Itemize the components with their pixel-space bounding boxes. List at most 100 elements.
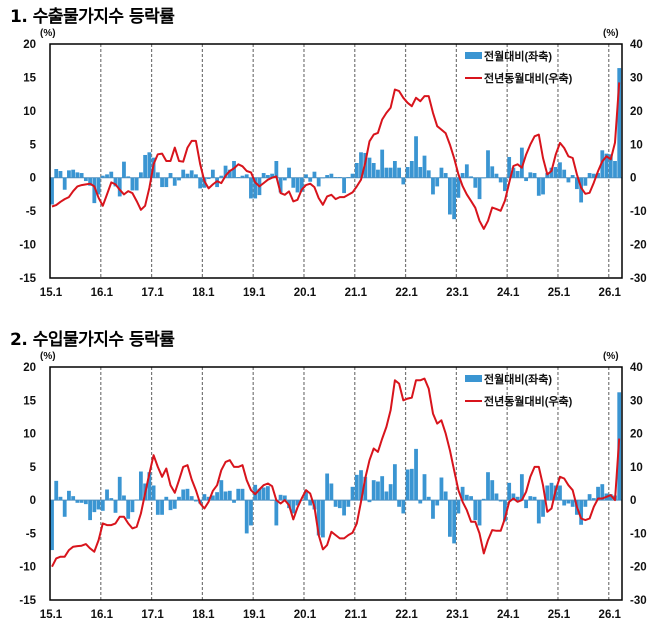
chart-2-bar bbox=[600, 484, 605, 501]
chart-2-bar bbox=[194, 500, 198, 502]
chart-2-bar bbox=[346, 500, 351, 507]
chart-1-bar bbox=[130, 177, 135, 191]
chart-1-bar bbox=[566, 177, 571, 183]
chart-1-bar bbox=[308, 177, 313, 182]
chart-2-bar bbox=[71, 496, 76, 501]
chart-1-bar bbox=[261, 173, 266, 178]
chart-1-bar bbox=[549, 167, 554, 178]
chart-1-bar bbox=[92, 177, 97, 204]
chart-2-bar bbox=[371, 480, 376, 501]
chart-1-x-tick-label: 23.1 bbox=[446, 287, 469, 299]
chart-2-bar bbox=[418, 500, 423, 504]
chart-2-bar bbox=[130, 500, 135, 513]
chart-1-x-tick-label: 18.1 bbox=[192, 287, 215, 299]
chart-2-bar bbox=[376, 481, 380, 501]
chart-1-bar bbox=[558, 162, 562, 178]
chart-2-bar bbox=[528, 496, 533, 501]
chart-1-bar bbox=[100, 175, 105, 178]
chart-2-bar bbox=[405, 469, 410, 501]
chart-1-bar bbox=[528, 172, 533, 178]
chart-2-bar bbox=[333, 500, 338, 507]
chart-1-bar bbox=[460, 173, 465, 178]
chart-1-bar bbox=[83, 177, 88, 182]
chart-1-bar bbox=[596, 173, 600, 178]
chart-1-bar bbox=[185, 173, 190, 178]
chart-1-bar bbox=[536, 177, 541, 196]
chart-2-bar bbox=[172, 500, 177, 509]
chart-2-bar bbox=[177, 496, 181, 501]
chart-1-x-tick-label: 21.1 bbox=[345, 287, 368, 299]
chart-1-x-tick-label: 17.1 bbox=[141, 287, 164, 299]
chart-2-bar bbox=[249, 500, 253, 526]
chart-1-bar bbox=[384, 167, 389, 178]
chart-2-bar bbox=[232, 500, 236, 503]
chart-1-bar bbox=[219, 175, 224, 178]
chart-2-bar bbox=[608, 494, 613, 501]
chart-1-bar bbox=[249, 177, 253, 199]
chart-2-bar bbox=[113, 500, 118, 513]
chart-1-bar bbox=[498, 177, 503, 183]
chart-2-bar bbox=[596, 486, 600, 501]
chart-2-bar bbox=[456, 500, 461, 514]
chart-1-bar bbox=[329, 173, 334, 178]
chart-1-bar bbox=[604, 153, 609, 178]
chart-2-bar bbox=[54, 480, 59, 501]
chart-2-bar bbox=[448, 500, 452, 537]
chart-1-bar bbox=[270, 173, 275, 178]
chart-2-bar bbox=[62, 500, 67, 517]
chart-2-bar bbox=[295, 500, 300, 506]
chart-2-right-tick-label: 10 bbox=[630, 462, 643, 474]
chart-2-bar bbox=[117, 476, 122, 501]
chart-2-plot-frame bbox=[49, 366, 623, 601]
chart-1-bar bbox=[469, 176, 473, 178]
chart-2-bar bbox=[435, 500, 440, 506]
chart-1-bar bbox=[507, 156, 512, 178]
chart-2-bar bbox=[498, 500, 503, 502]
chart-1-bar bbox=[490, 166, 495, 178]
chart-2-bar bbox=[58, 496, 63, 501]
chart-2-bar bbox=[473, 500, 478, 521]
chart-1-bar bbox=[452, 177, 457, 220]
chart-2-bar bbox=[431, 500, 435, 519]
chart-2-left-tick-label: 20 bbox=[23, 362, 36, 374]
chart-2-x-tick-label: 26.1 bbox=[599, 609, 622, 621]
chart-2-x-tick-label: 16.1 bbox=[91, 609, 114, 621]
chart-2-bar bbox=[100, 500, 105, 511]
chart-2-bar bbox=[282, 495, 287, 501]
chart-2-left-unit-label: (%) bbox=[40, 351, 56, 362]
chart-2-bar bbox=[481, 498, 486, 501]
chart-1-bar bbox=[316, 177, 321, 187]
chart-1-bar bbox=[376, 169, 380, 178]
chart-2-bar bbox=[532, 496, 537, 501]
chart-2-left-tick-label: 15 bbox=[23, 395, 36, 407]
chart-1-bar bbox=[359, 152, 363, 178]
chart-1-bar bbox=[477, 177, 482, 200]
chart-1-bar bbox=[287, 167, 291, 178]
chart-1-bar bbox=[503, 177, 507, 192]
chart-2-right-tick-label: -20 bbox=[630, 562, 647, 574]
chart-1-legend-bar-swatch bbox=[465, 52, 482, 59]
chart-1-bar bbox=[168, 173, 173, 178]
chart-1-bar bbox=[117, 177, 122, 197]
chart-1-bar bbox=[511, 167, 516, 178]
chart-2-bar bbox=[122, 495, 126, 501]
chart-2-bar bbox=[329, 483, 334, 501]
chart-2-bar bbox=[562, 500, 567, 506]
chart-2-bar bbox=[367, 500, 372, 503]
chart-1-right-unit-label: (%) bbox=[603, 28, 619, 39]
chart-2-bar bbox=[79, 500, 84, 503]
chart-2-x-tick-label: 22.1 bbox=[395, 609, 418, 621]
chart-1-legend-bar-label: 전월대비(좌축) bbox=[484, 49, 552, 63]
chart-2-bar bbox=[105, 489, 109, 501]
chart-1-bar bbox=[608, 154, 613, 178]
chart-1-right-tick-label: -30 bbox=[630, 273, 647, 285]
chart-2-right-tick-label: -30 bbox=[630, 595, 647, 607]
chart-2-title: 2. 수입물가지수 등락률 bbox=[10, 330, 175, 350]
chart-2-bar bbox=[536, 500, 541, 524]
chart-1-bar bbox=[342, 177, 346, 194]
chart-2-bar bbox=[566, 500, 571, 504]
chart-1-x-tick-label: 22.1 bbox=[395, 287, 418, 299]
chart-1-bar bbox=[380, 149, 385, 178]
chart-2-bar bbox=[88, 500, 92, 521]
chart-1-bar bbox=[227, 169, 232, 178]
